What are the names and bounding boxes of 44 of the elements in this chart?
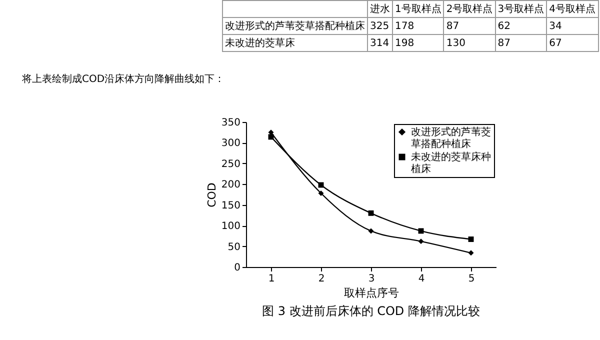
x-tick-label: 1: [268, 274, 275, 284]
y-tick-label: 150: [221, 200, 240, 212]
y-tick-label: 100: [221, 221, 240, 232]
text: 改进形式的芦苇茭草搭配种植床: [222, 18, 368, 34]
point: [268, 134, 274, 140]
text: 4号取样点: [546, 0, 598, 18]
text: 87: [495, 34, 547, 52]
x-tick-label: 4: [418, 274, 425, 284]
point: [368, 228, 374, 234]
y-axis-title: COD: [205, 182, 218, 208]
text: 87: [444, 18, 496, 34]
point: [368, 210, 374, 216]
text: 178: [392, 18, 444, 34]
y-tick-label: 50: [228, 242, 240, 253]
y-tick-label: 250: [221, 158, 240, 170]
y-tick-label: 350: [221, 118, 240, 128]
point: [418, 238, 424, 244]
point: [468, 250, 474, 256]
text: 2号取样点: [444, 0, 496, 18]
text: 314: [368, 34, 392, 52]
text: 1号取样点: [392, 0, 444, 18]
text: 进水: [368, 0, 392, 18]
x-tick-label: 2: [318, 274, 325, 284]
y-tick-label: 0: [234, 262, 240, 274]
point: [418, 228, 424, 234]
legend-label: 未改进的茭草床种植床: [411, 151, 491, 175]
y-tick-label: 300: [221, 138, 240, 150]
text: 将上表绘制成COD沿床体方向降解曲线如下：: [22, 72, 225, 86]
text: 未改进的茭草床: [222, 34, 368, 52]
x-tick-label: 5: [468, 274, 475, 284]
point: [318, 182, 324, 188]
x-axis-title: 取样点序号: [344, 286, 399, 300]
text: 3号取样点: [495, 0, 547, 18]
text: 62: [495, 18, 547, 34]
legend-label: 改进形式的芦苇茭草搭配种植床: [411, 126, 491, 150]
text: 图 3 改进前后床体的 COD 降解情况比较: [262, 304, 480, 318]
text: 34: [546, 18, 598, 34]
text: 325: [368, 18, 392, 34]
point: [468, 236, 474, 242]
y-tick-label: 200: [221, 180, 240, 191]
text: 130: [444, 34, 496, 52]
text: 67: [546, 34, 598, 52]
text: 198: [392, 34, 444, 52]
x-tick-label: 3: [368, 274, 375, 284]
